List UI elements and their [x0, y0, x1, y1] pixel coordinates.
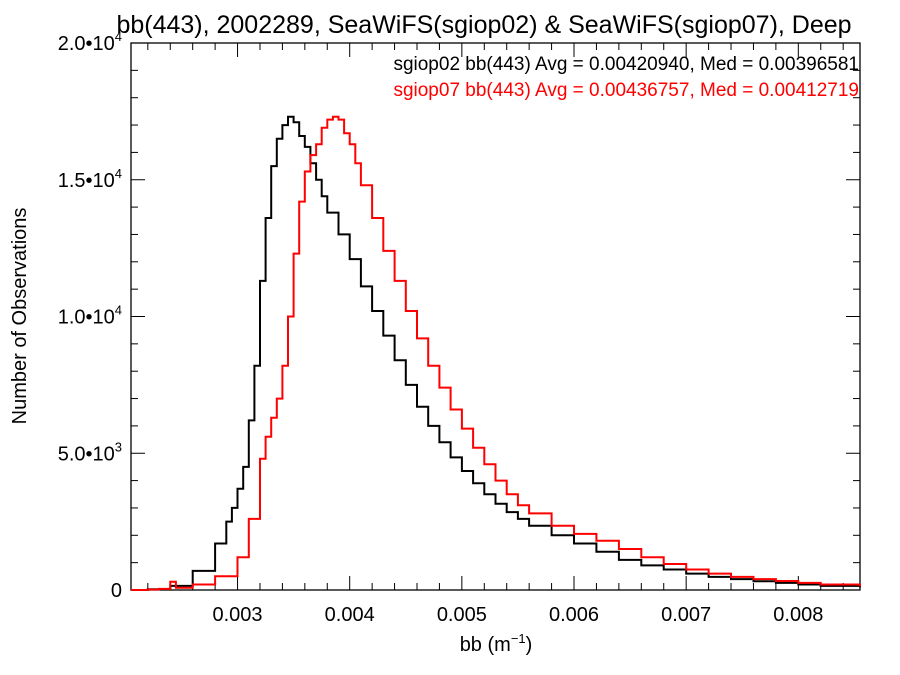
chart-title: bb(443), 2002289, SeaWiFS(sgiop02) & Sea… [116, 11, 851, 39]
legend-entry: sgiop07 bb(443) Avg = 0.00436757, Med = … [393, 80, 859, 101]
x-tick-label: 0.007 [661, 604, 711, 626]
x-tick-label: 0.005 [437, 604, 487, 626]
y-axis-label: Number of Observations [9, 208, 31, 425]
y-tick-label: 0 [111, 580, 122, 602]
axis-ticks: 0.003 0.004 0.005 0.006 0.007 0.008 0 5.0•103 1.… [58, 29, 860, 626]
x-tick-label: 0.004 [325, 604, 375, 626]
series-line-sgiop07 [131, 115, 861, 591]
series-group [131, 115, 861, 591]
x-tick-label: 0.008 [773, 604, 823, 626]
y-tick-label: 2.0•104 [58, 29, 122, 55]
x-tick-label: 0.006 [549, 604, 599, 626]
legend: sgiop02 bb(443) Avg = 0.00420940, Med = … [393, 54, 859, 101]
plot-frame [130, 42, 861, 591]
y-tick-label: 1.5•104 [58, 166, 122, 192]
x-tick-label: 0.003 [213, 604, 263, 626]
y-tick-label: 5.0•103 [58, 439, 122, 465]
x-axis-label: bb (m−1) [460, 631, 533, 656]
legend-entry: sgiop02 bb(443) Avg = 0.00420940, Med = … [393, 54, 859, 75]
y-tick-label: 1.0•104 [58, 303, 122, 329]
series-line-sgiop02 [131, 115, 861, 591]
